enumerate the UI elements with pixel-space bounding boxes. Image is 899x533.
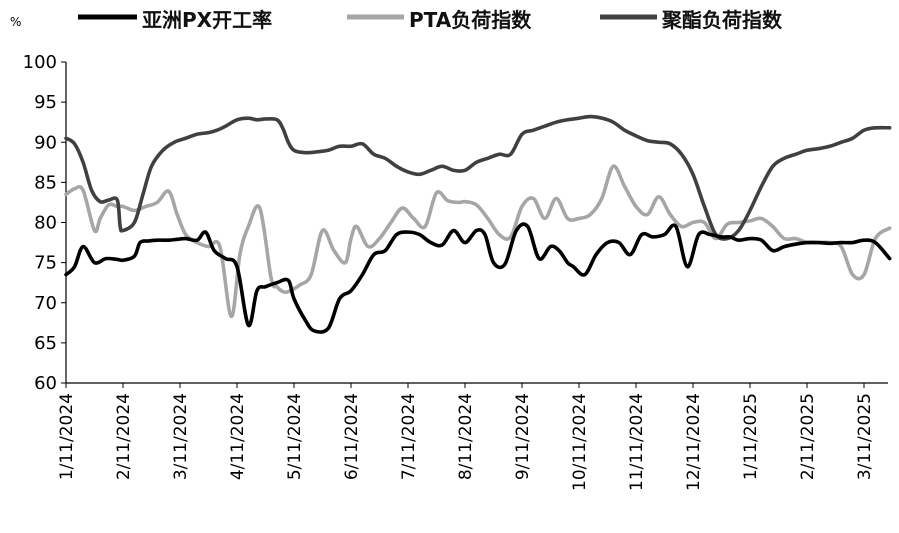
x-tick-label: 1/11/2025 [741, 393, 761, 480]
x-tick-label: 5/11/2024 [285, 393, 305, 480]
x-tick-label: 7/11/2024 [399, 393, 419, 480]
x-tick-label: 11/11/2024 [627, 393, 647, 491]
legend-item-px: 亚洲PX开工率 [78, 8, 272, 32]
y-tick-label: 95 [34, 92, 57, 113]
unit-label: % [10, 15, 21, 29]
legend-item-polyester: 聚酯负荷指数 [600, 8, 783, 32]
x-tick-label: 6/11/2024 [342, 393, 362, 480]
x-tick-label: 2/11/2024 [114, 393, 134, 480]
y-tick-label: 85 [34, 172, 57, 193]
x-tick-label: 8/11/2024 [456, 393, 476, 480]
x-tick-label: 3/11/2025 [855, 393, 875, 480]
y-axis-ticks: 60 65 70 75 80 85 90 95 100 [23, 52, 66, 394]
legend: 亚洲PX开工率 PTA负荷指数 聚酯负荷指数 [78, 8, 783, 32]
series-line-pta [64, 164, 892, 319]
y-tick-label: 80 [34, 213, 57, 234]
x-axis-ticks: 1/11/2024 2/11/2024 3/11/2024 4/11/2024 5/11… [57, 383, 875, 491]
axes [65, 62, 888, 384]
x-tick-label: 2/11/2025 [798, 393, 818, 480]
legend-label-pta: PTA负荷指数 [409, 8, 532, 32]
legend-item-pta: PTA负荷指数 [347, 8, 532, 32]
x-tick-label: 1/11/2024 [57, 393, 77, 480]
x-tick-label: 4/11/2024 [228, 393, 248, 480]
y-tick-label: 65 [34, 333, 57, 354]
y-tick-label: 100 [23, 52, 57, 73]
x-tick-label: 12/11/2024 [684, 393, 704, 491]
series-line-px [64, 222, 892, 334]
y-tick-label: 60 [34, 373, 57, 394]
x-tick-label: 9/11/2024 [513, 393, 533, 480]
x-tick-label: 10/11/2024 [570, 393, 590, 491]
y-tick-label: 90 [34, 132, 57, 153]
series-line-polyester [64, 114, 892, 241]
legend-label-polyester: 聚酯负荷指数 [661, 8, 783, 32]
series-lines [64, 114, 892, 334]
x-tick-label: 3/11/2024 [171, 393, 191, 480]
y-tick-label: 70 [34, 293, 57, 314]
y-tick-label: 75 [34, 253, 57, 274]
legend-label-px: 亚洲PX开工率 [142, 8, 272, 32]
